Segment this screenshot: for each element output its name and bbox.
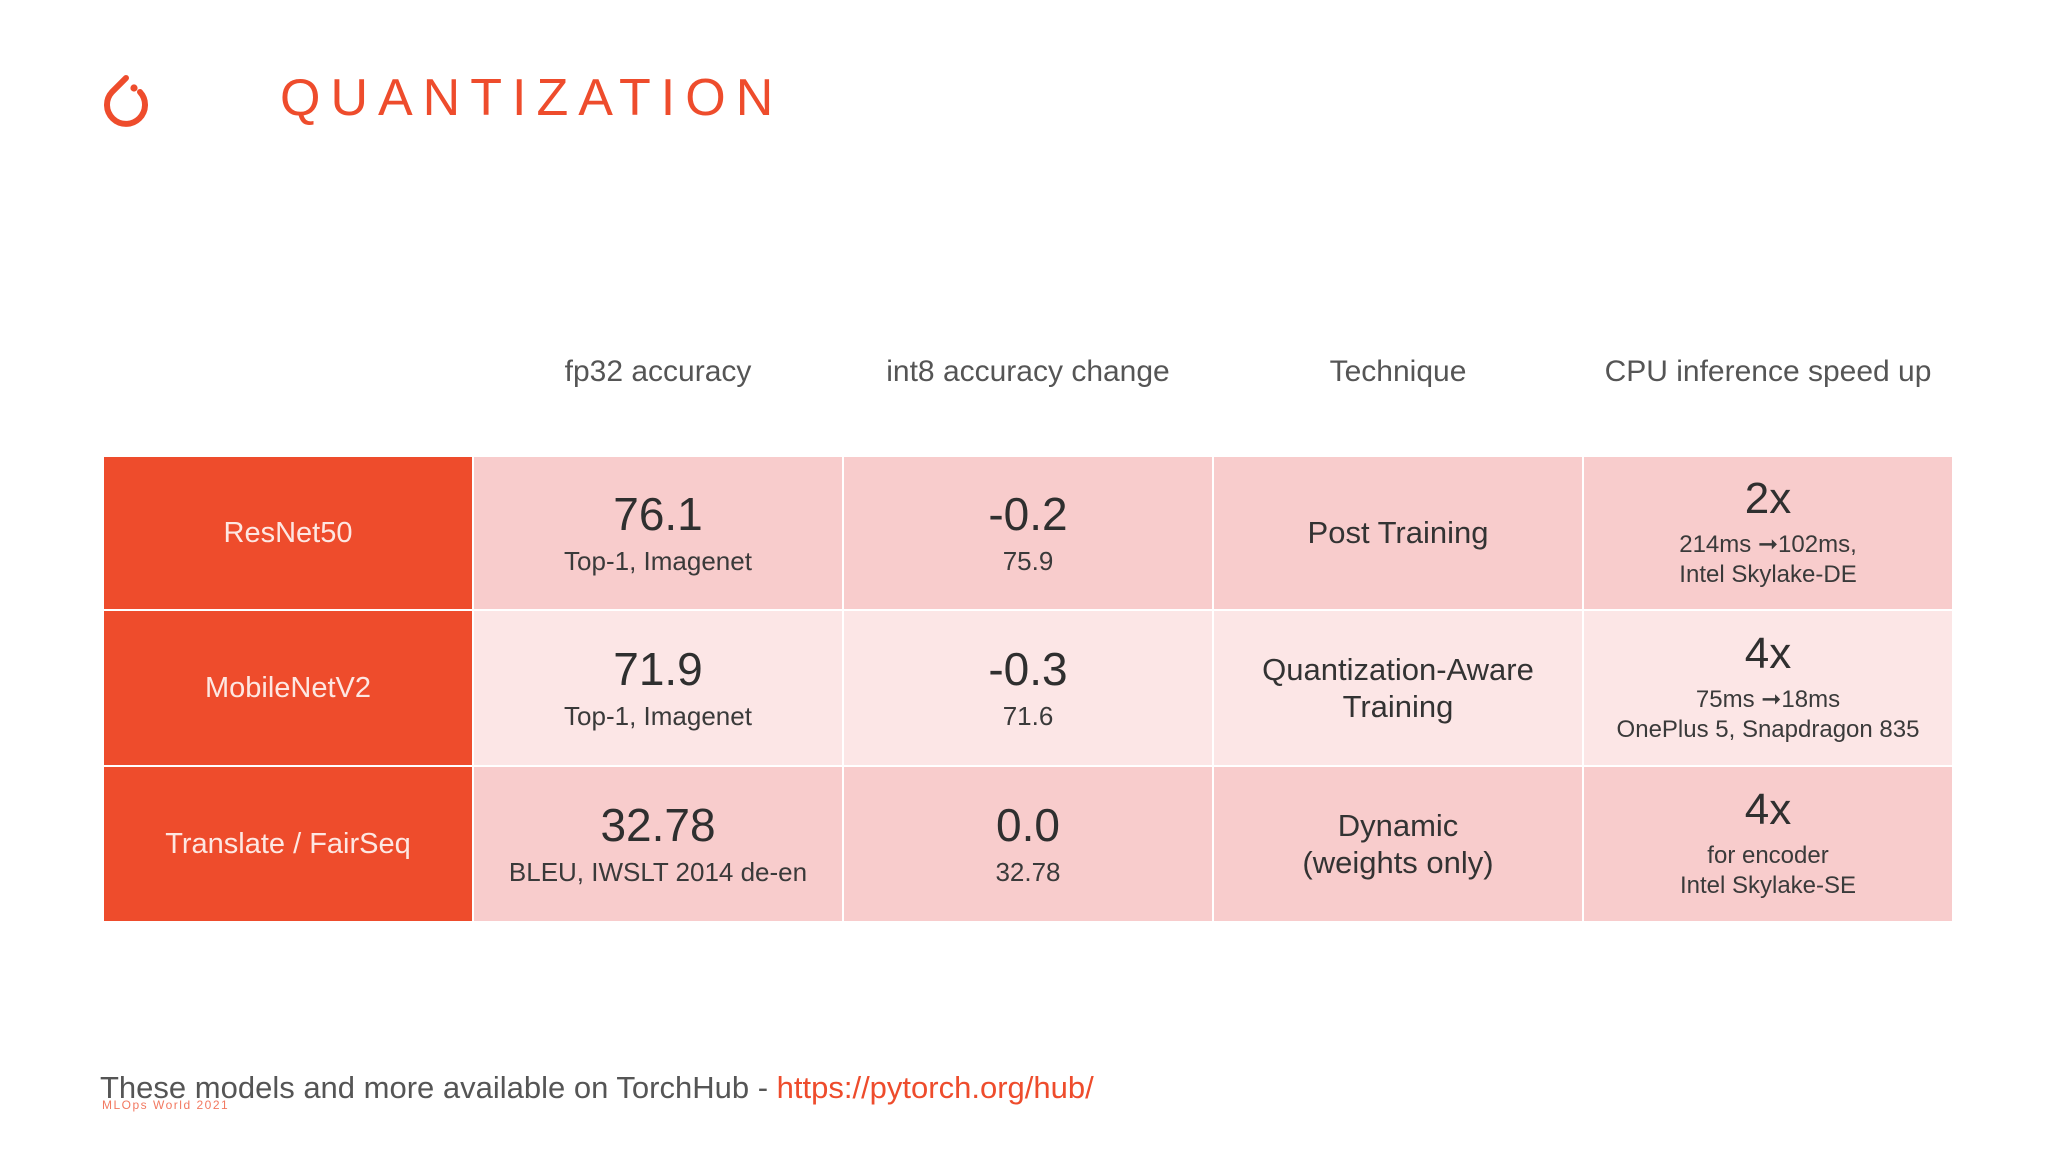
- fp32-cell-translate-fairseq: 32.78 BLEU, IWSLT 2014 de-en: [474, 767, 842, 921]
- results-table: ResNet50 76.1 Top-1, Imagenet -0.2 75.9 …: [104, 457, 1952, 921]
- speedup-cell-translate-fairseq: 4x for encoder Intel Skylake-SE: [1584, 767, 1952, 921]
- row-label-translate-fairseq: Translate / FairSeq: [104, 767, 472, 921]
- col-header-int8-accuracy-change: int8 accuracy change: [886, 355, 1170, 388]
- technique-line: Post Training: [1307, 515, 1489, 551]
- col-header-technique: Technique: [1329, 355, 1467, 388]
- footer-text: These models and more available on Torch…: [100, 1070, 777, 1105]
- pytorch-flame-icon: [104, 75, 148, 127]
- speedup-value: 2x: [1744, 473, 1792, 523]
- technique-line: Training: [1342, 689, 1454, 724]
- col-header-cpu-speedup: CPU inference speed up: [1604, 355, 1932, 388]
- technique-cell-resnet50: Post Training: [1214, 457, 1582, 609]
- col-header-fp32-accuracy: fp32 accuracy: [564, 355, 752, 388]
- fp32-metric: Top-1, Imagenet: [564, 545, 752, 576]
- row-label-mobilenetv2: MobileNetV2: [104, 611, 472, 765]
- speed-detail-line: 75ms ➞18ms: [1695, 686, 1841, 714]
- speed-detail-line: OnePlus 5, Snapdragon 835: [1616, 716, 1920, 744]
- int8-change: -0.2: [988, 488, 1068, 541]
- footer-note: These models and more available on Torch…: [100, 1070, 1094, 1106]
- slide-title: QUANTIZATION: [280, 69, 784, 127]
- speedup-cell-mobilenetv2: 4x 75ms ➞18ms OnePlus 5, Snapdragon 835: [1584, 611, 1952, 765]
- speed-detail-line: 214ms ➞102ms,: [1679, 531, 1857, 559]
- speed-detail-line: for encoder: [1707, 842, 1829, 870]
- int8-change: -0.3: [988, 643, 1068, 696]
- technique-line: Quantization-Aware: [1262, 651, 1534, 687]
- int8-cell-resnet50: -0.2 75.9: [844, 457, 1212, 609]
- torchhub-link[interactable]: https://pytorch.org/hub/: [776, 1070, 1094, 1105]
- fp32-cell-mobilenetv2: 71.9 Top-1, Imagenet: [474, 611, 842, 765]
- fp32-metric: Top-1, Imagenet: [564, 700, 752, 731]
- int8-cell-translate-fairseq: 0.0 32.78: [844, 767, 1212, 921]
- technique-cell-translate-fairseq: Dynamic (weights only): [1214, 767, 1582, 921]
- int8-value: 32.78: [995, 856, 1061, 887]
- fp32-value: 71.9: [613, 643, 703, 696]
- fp32-value: 32.78: [600, 799, 716, 852]
- fp32-value: 76.1: [613, 488, 703, 541]
- event-watermark: MLOps World 2021: [102, 1098, 230, 1112]
- technique-line: Dynamic: [1337, 807, 1459, 843]
- int8-cell-mobilenetv2: -0.3 71.6: [844, 611, 1212, 765]
- speed-detail-line: Intel Skylake-SE: [1679, 872, 1857, 900]
- row-label-resnet50: ResNet50: [104, 457, 472, 609]
- speedup-cell-resnet50: 2x 214ms ➞102ms, Intel Skylake-DE: [1584, 457, 1952, 609]
- speedup-value: 4x: [1744, 784, 1792, 834]
- int8-change: 0.0: [996, 799, 1060, 852]
- technique-line: (weights only): [1302, 845, 1494, 880]
- speedup-value: 4x: [1744, 628, 1792, 678]
- fp32-metric: BLEU, IWSLT 2014 de-en: [508, 856, 808, 887]
- speed-detail-line: Intel Skylake-DE: [1679, 561, 1857, 589]
- technique-cell-mobilenetv2: Quantization-Aware Training: [1214, 611, 1582, 765]
- int8-value: 75.9: [1002, 545, 1054, 576]
- fp32-cell-resnet50: 76.1 Top-1, Imagenet: [474, 457, 842, 609]
- int8-value: 71.6: [1002, 700, 1054, 731]
